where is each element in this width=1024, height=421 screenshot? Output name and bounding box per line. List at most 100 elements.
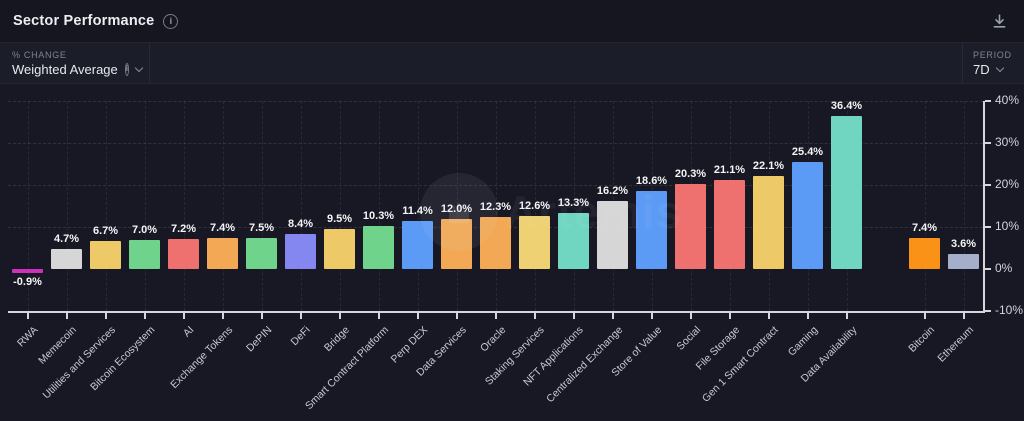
- y-axis-line: [983, 101, 985, 313]
- page-title: Sector Performance: [13, 13, 155, 29]
- metric-control: % CHANGE Weighted Average i: [0, 43, 150, 83]
- x-axis-tick: [104, 313, 107, 319]
- x-axis-tick: [221, 313, 224, 319]
- x-gridline: [378, 101, 380, 311]
- y-axis-tick-label: 40%: [995, 93, 1020, 107]
- x-axis-tick: [338, 313, 341, 319]
- x-axis-label-depin: DePIN: [243, 324, 274, 355]
- bar-gen-1-smart-contract[interactable]: [753, 176, 784, 269]
- bar-value-label: 12.6%: [518, 200, 551, 213]
- bar-bitcoin[interactable]: [909, 237, 940, 269]
- bar-perp-dex[interactable]: [402, 221, 433, 269]
- x-gridline: [963, 101, 965, 311]
- bar-value-label: 20.3%: [674, 167, 707, 180]
- x-gridline: [105, 101, 107, 311]
- x-axis-label-gaming: Gaming: [785, 324, 820, 359]
- bar-value-label: 10.3%: [362, 209, 395, 222]
- bar-value-label: 11.4%: [402, 205, 433, 218]
- x-axis-tick: [806, 313, 809, 319]
- y-gridline: [8, 101, 983, 102]
- bar-value-label: 16.2%: [596, 184, 629, 197]
- info-icon[interactable]: i: [163, 13, 179, 29]
- chevron-down-icon: [134, 63, 144, 72]
- bar-oracle[interactable]: [480, 217, 511, 269]
- y-gridline: [8, 185, 983, 186]
- download-button[interactable]: [991, 13, 1008, 30]
- bar-defi[interactable]: [285, 233, 316, 269]
- bar-nft-applications[interactable]: [558, 213, 589, 269]
- x-axis-tick: [494, 313, 497, 319]
- bar-value-label: 3.6%: [950, 237, 977, 250]
- x-axis-label-rwa: RWA: [14, 324, 40, 350]
- x-axis-label-bitcoin: Bitcoin: [906, 324, 937, 355]
- bar-smart-contract-platform[interactable]: [363, 225, 394, 269]
- bar-chart: Artemis 40% 30% 20% 10% 0% -10% -0.9% RWA 4.7% Me…: [0, 84, 1024, 421]
- bar-value-label: 6.7%: [92, 224, 119, 237]
- bar-rwa[interactable]: [12, 269, 43, 273]
- bar-ethereum[interactable]: [948, 253, 979, 269]
- bar-value-label: 13.3%: [557, 197, 590, 210]
- bar-value-label: 7.0%: [131, 223, 158, 236]
- bar-utilities-and-services[interactable]: [90, 240, 121, 269]
- title-bar: Sector Performance i: [0, 0, 1024, 42]
- bar-value-label: 36.4%: [830, 100, 863, 113]
- y-axis-tick: [985, 268, 991, 270]
- bar-social[interactable]: [675, 183, 706, 269]
- x-gridline: [495, 101, 497, 311]
- bar-value-label: 12.3%: [479, 201, 512, 214]
- period-dropdown[interactable]: 7D: [973, 62, 1014, 77]
- x-axis-tick: [377, 313, 380, 319]
- x-axis-tick: [728, 313, 731, 319]
- x-gridline: [183, 101, 185, 311]
- x-gridline: [66, 101, 68, 311]
- bar-file-storage[interactable]: [714, 180, 745, 269]
- bar-ai[interactable]: [168, 238, 199, 269]
- x-gridline: [534, 101, 536, 311]
- bar-value-label: 21.1%: [713, 164, 746, 177]
- bar-memecoin[interactable]: [51, 249, 82, 269]
- x-axis-tick: [260, 313, 263, 319]
- bar-bridge[interactable]: [324, 229, 355, 269]
- bar-data-availability[interactable]: [831, 116, 862, 269]
- period-control: PERIOD 7D: [962, 43, 1024, 83]
- period-value: 7D: [973, 61, 990, 77]
- bar-value-label: 7.4%: [209, 221, 236, 234]
- x-axis-tick: [455, 313, 458, 319]
- bar-centralized-exchange[interactable]: [597, 200, 628, 269]
- bar-staking-services[interactable]: [519, 216, 550, 269]
- x-gridline: [261, 101, 263, 311]
- bar-bitcoin-ecosystem[interactable]: [129, 239, 160, 269]
- bar-value-label: 8.4%: [287, 217, 314, 230]
- x-gridline: [27, 101, 29, 311]
- y-axis-tick: [985, 184, 991, 186]
- x-axis-tick: [923, 313, 926, 319]
- bar-gaming[interactable]: [792, 162, 823, 269]
- y-axis-tick: [985, 226, 991, 228]
- x-axis-label-exchange-tokens: Exchange Tokens: [168, 324, 235, 391]
- x-gridline: [924, 101, 926, 311]
- metric-dropdown[interactable]: Weighted Average i: [12, 61, 144, 77]
- x-gridline: [573, 101, 575, 311]
- x-axis-label-ai: AI: [180, 324, 196, 340]
- period-label: PERIOD: [973, 49, 1012, 60]
- metric-value: Weighted Average: [12, 61, 118, 77]
- info-icon[interactable]: i: [124, 62, 129, 76]
- x-axis-label-defi: DeFi: [288, 324, 313, 349]
- x-gridline: [300, 101, 302, 311]
- x-axis-tick: [182, 313, 185, 319]
- bar-depin[interactable]: [246, 237, 277, 269]
- bar-exchange-tokens[interactable]: [207, 237, 238, 269]
- x-axis-tick: [299, 313, 302, 319]
- bar-value-label: 7.5%: [248, 221, 275, 234]
- x-axis-tick: [416, 313, 419, 319]
- bar-value-label: 22.1%: [752, 160, 785, 173]
- bar-data-services[interactable]: [441, 218, 472, 269]
- bar-value-label: 25.4%: [791, 146, 824, 159]
- bar-store-of-value[interactable]: [636, 190, 667, 269]
- x-gridline: [417, 101, 419, 311]
- bar-value-label: 12.0%: [440, 202, 473, 215]
- x-gridline: [222, 101, 224, 311]
- x-axis-tick: [143, 313, 146, 319]
- x-axis-tick: [572, 313, 575, 319]
